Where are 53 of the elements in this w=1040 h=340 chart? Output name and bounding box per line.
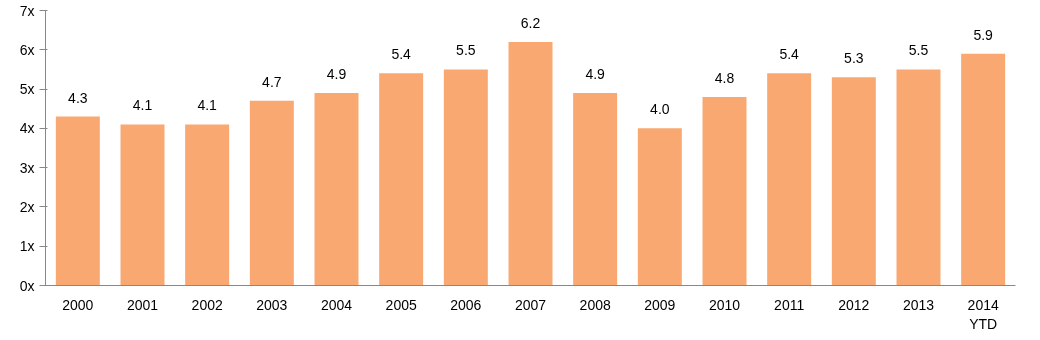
data-label: 5.3 bbox=[844, 50, 864, 67]
data-label: 4.9 bbox=[585, 66, 606, 82]
x-tick-label: 2006 bbox=[450, 296, 482, 313]
data-label: 5.5 bbox=[908, 42, 929, 59]
x-tick-label: 2011 bbox=[774, 296, 805, 313]
bar bbox=[637, 128, 682, 286]
bar bbox=[573, 93, 618, 286]
data-label: 4.1 bbox=[132, 97, 153, 114]
y-tick-label: 1x bbox=[19, 238, 35, 255]
bar bbox=[767, 73, 812, 286]
bar bbox=[185, 124, 230, 286]
data-label: 4.0 bbox=[650, 101, 670, 118]
y-tick-label: 5x bbox=[19, 81, 35, 98]
data-label: 5.4 bbox=[391, 46, 412, 63]
bar bbox=[379, 73, 424, 286]
y-tick-label: 4x bbox=[19, 120, 35, 137]
bar bbox=[508, 41, 553, 286]
x-tick-label: 2007 bbox=[514, 296, 547, 313]
x-tick-label: 2014 YTD bbox=[967, 296, 999, 332]
x-tick-label: 2008 bbox=[579, 296, 611, 313]
bar bbox=[55, 116, 100, 286]
y-tick-label: 0x bbox=[19, 277, 35, 294]
data-label: 4.7 bbox=[262, 73, 282, 90]
bar bbox=[961, 53, 1006, 286]
bar bbox=[831, 77, 876, 286]
bar bbox=[443, 69, 488, 286]
bar bbox=[702, 96, 747, 286]
data-label: 4.1 bbox=[197, 97, 218, 114]
data-label: 6.2 bbox=[520, 14, 541, 31]
x-tick-label: 2000 bbox=[62, 296, 94, 313]
data-label: 4.9 bbox=[326, 66, 347, 82]
x-tick-label: 2010 bbox=[708, 296, 741, 313]
data-label: 4.3 bbox=[68, 89, 88, 106]
x-tick-label: 2002 bbox=[191, 296, 223, 313]
y-tick-label: 2x bbox=[19, 198, 35, 215]
y-tick-label: 7x bbox=[19, 2, 35, 19]
data-label: 4.8 bbox=[714, 69, 735, 86]
bar bbox=[314, 93, 359, 286]
x-tick-label: 2004 bbox=[320, 296, 353, 313]
bar bbox=[249, 100, 294, 286]
bar bbox=[896, 69, 941, 286]
x-tick-label: 2003 bbox=[256, 296, 288, 313]
y-tick-label: 3x bbox=[19, 159, 35, 176]
x-tick-label: 2009 bbox=[644, 296, 676, 313]
y-tick-label: 6x bbox=[19, 41, 35, 58]
x-tick-label: 2005 bbox=[385, 296, 417, 313]
x-tick-label: 2013 bbox=[902, 296, 935, 313]
data-label: 5.5 bbox=[456, 42, 476, 59]
x-tick-label: 2012 bbox=[838, 296, 870, 313]
bar bbox=[120, 124, 165, 286]
x-tick-label: 2001 bbox=[126, 296, 159, 313]
data-label: 5.4 bbox=[779, 46, 800, 63]
data-label: 5.9 bbox=[973, 26, 994, 43]
